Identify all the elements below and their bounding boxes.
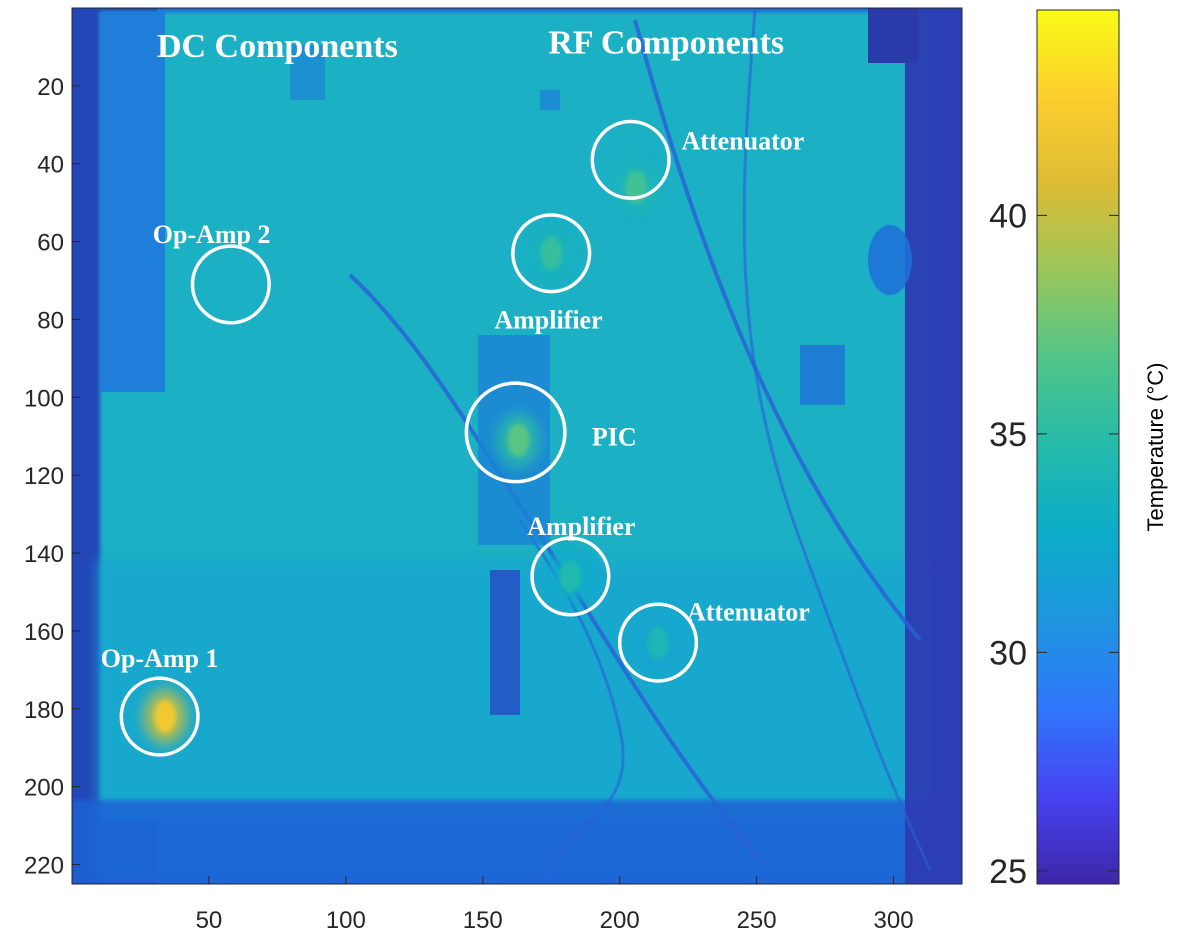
x-tick-label: 50 [196, 907, 223, 934]
heatmap-component [800, 345, 845, 405]
heatmap-trace [742, 9, 932, 871]
annotation-circle [617, 602, 699, 683]
annotation-label: Amplifier [494, 305, 602, 334]
annotation-label: Amplifier [527, 512, 635, 541]
y-tick-label: 220 [24, 853, 64, 880]
colorbar-tick-label: 35 [989, 416, 1027, 454]
heatmap-plot-area: 50 100 150 200 250 300 20 40 60 80 100 120 140 160 18… [24, 7, 963, 934]
y-tick-label: 20 [37, 74, 64, 101]
colorbar-gradient [1036, 9, 1120, 885]
annotation-label: Op-Amp 2 [153, 220, 271, 249]
y-tick-label: 140 [24, 541, 64, 568]
y-tick-label: 40 [37, 152, 64, 179]
y-tick-label: 120 [24, 463, 64, 490]
annotation-circle [590, 119, 671, 200]
y-tick-label: 200 [24, 775, 64, 802]
heatmap-bottom-band [72, 800, 962, 884]
annotation-circle [464, 381, 567, 484]
annotation-label: PIC [592, 422, 637, 451]
annotation-label: Attenuator [682, 126, 805, 155]
plot-axes-frame [71, 7, 963, 885]
heatmap-top-right-corner [868, 8, 918, 63]
y-axis-ticks: 20 40 60 80 100 120 140 160 180 200 220 [24, 74, 80, 880]
colorbar-tick-label: 40 [989, 197, 1027, 235]
group-label: DC Components [157, 28, 398, 65]
colorbar-label: Temperature (°C) [1143, 363, 1168, 532]
x-axis-ticks: 50 100 150 200 250 300 [196, 876, 914, 934]
hotspot-core [540, 236, 563, 270]
annotation: Attenuator [617, 597, 810, 683]
annotation: Attenuator [590, 119, 805, 200]
heatmap-right-border [905, 8, 962, 884]
hotspot-core [507, 423, 530, 457]
x-tick-label: 100 [326, 907, 366, 934]
y-tick-label: 160 [24, 619, 64, 646]
annotation: Amplifier [527, 512, 636, 617]
heatmap-component [490, 570, 520, 715]
hotspot [636, 615, 680, 670]
heatmap-component [290, 45, 325, 100]
heatmap-component [540, 90, 560, 110]
hotspot-core [559, 559, 582, 593]
hotspot [529, 225, 574, 281]
colorbar: 25 30 35 40 Temperature (°C) [989, 9, 1168, 891]
annotation: Op-Amp 1 [101, 644, 219, 757]
annotation-circle [119, 676, 200, 757]
hotspot [614, 159, 659, 215]
hotspot-core [647, 626, 669, 660]
annotation-label: Op-Amp 1 [101, 644, 219, 673]
annotation: Op-Amp 2 [153, 220, 271, 325]
hotspot [548, 549, 593, 604]
hotspot [143, 689, 188, 744]
y-tick-label: 100 [24, 385, 64, 412]
x-tick-label: 300 [874, 907, 914, 934]
hotspot [496, 412, 541, 468]
y-tick-label: 60 [37, 230, 64, 257]
hotspot-core [154, 700, 177, 734]
heatmap-top-left-block [100, 12, 165, 392]
x-tick-label: 200 [600, 907, 640, 934]
colorbar-tick-label: 30 [989, 634, 1027, 672]
annotation: Amplifier [494, 213, 603, 334]
annotation-circle [511, 213, 592, 294]
y-tick-label: 180 [24, 697, 64, 724]
group-labels: DC Components RF Components [157, 24, 784, 65]
annotation-label: Attenuator [687, 597, 810, 626]
heatmap-trace [633, 19, 922, 642]
y-tick-label: 80 [37, 307, 64, 334]
x-tick-label: 150 [463, 907, 503, 934]
colorbar-ticks: 25 30 35 40 [989, 197, 1119, 891]
group-label: RF Components [548, 24, 784, 61]
annotation-circle [190, 244, 271, 325]
annotation-circle [530, 536, 611, 617]
x-tick-label: 250 [737, 907, 777, 934]
heatmap-component [868, 225, 912, 295]
colorbar-tick-label: 25 [989, 853, 1027, 891]
component-annotations: Attenuator Op-Amp 2 Amplifier PIC Amplifier A… [101, 119, 810, 757]
annotation: PIC [464, 381, 637, 484]
